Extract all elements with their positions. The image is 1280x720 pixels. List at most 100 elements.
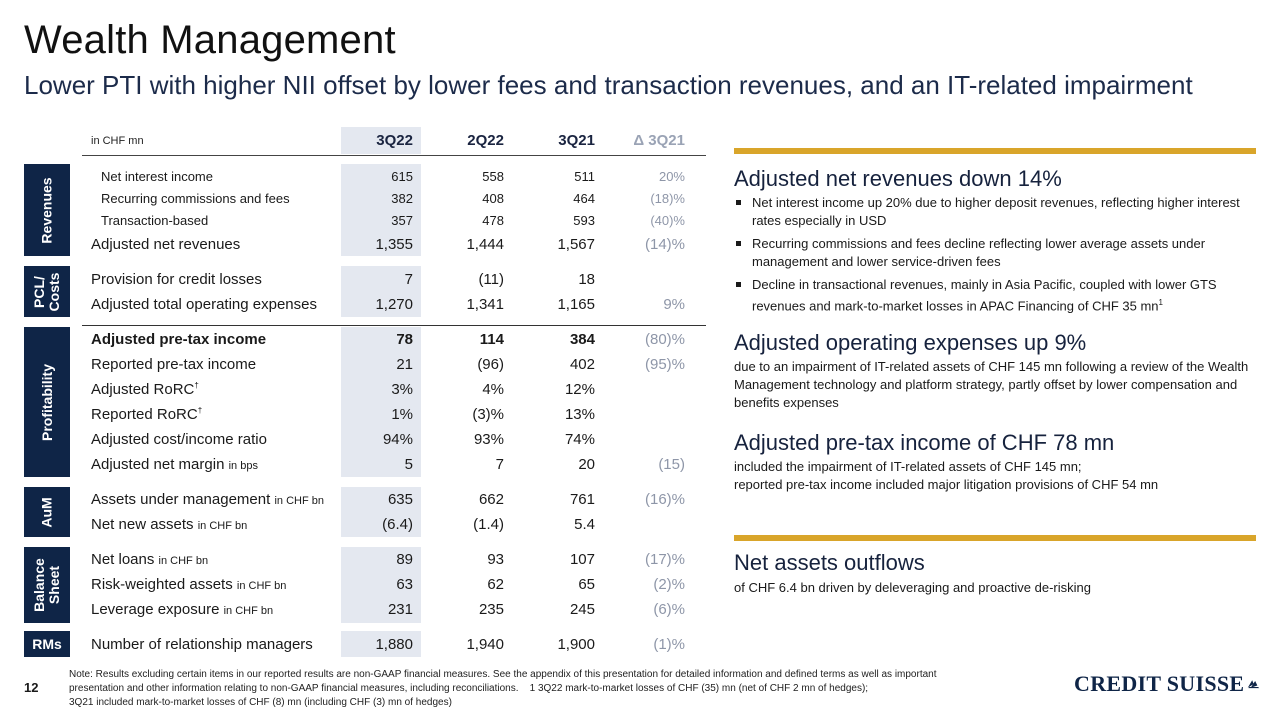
cell-2q22: 235	[478, 601, 504, 618]
cell-2q22: 93	[487, 551, 504, 568]
financial-table: in CHF mn 3Q22 2Q22 3Q21 Δ 3Q21 Revenues…	[24, 127, 706, 657]
section-label-revenues: Revenues	[24, 164, 70, 256]
table-row-provision-credit-losses: Provision for credit losses 7 (11) 18	[82, 268, 706, 290]
cell-2q22: 114	[479, 331, 504, 348]
table-row-adjusted-net-revenues: Adjusted net revenues 1,355 1,444 1,567 …	[82, 233, 706, 255]
cell-3q21: 18	[578, 271, 595, 288]
page-subtitle: Lower PTI with higher NII offset by lowe…	[24, 70, 1193, 100]
heading-pre-tax-income: Adjusted pre-tax income of CHF 78 mn	[734, 430, 1115, 455]
table-row-transaction-based: Transaction-based 357 478 593 (40)%	[82, 210, 706, 232]
cell-2q22: 62	[487, 576, 504, 593]
cell-3q21: 20	[578, 456, 595, 473]
table-row-risk-weighted-assets: Risk-weighted assets in CHF bn 63 62 65 …	[82, 573, 706, 595]
cell-3q21: 245	[569, 601, 595, 618]
cell-3q22: 7	[404, 271, 413, 288]
sails-icon	[1248, 680, 1260, 689]
cell-3q22: 78	[396, 331, 413, 348]
cell-2q22: 408	[482, 191, 504, 206]
current-quarter-highlight	[341, 547, 421, 623]
cell-2q22: 662	[478, 491, 504, 508]
cell-3q21: 5.4	[574, 516, 595, 533]
cell-3q21: 1,567	[557, 236, 595, 253]
row-label: Risk-weighted assets in CHF bn	[91, 576, 287, 593]
cell-2q22: (11)	[478, 271, 504, 288]
cell-2q22: 478	[482, 213, 504, 228]
cell-3q21: 1,900	[557, 636, 595, 653]
current-quarter-highlight	[341, 327, 421, 477]
cell-2q22: (96)	[477, 356, 504, 373]
row-label: Net loans in CHF bn	[91, 551, 209, 568]
heading-net-revenues: Adjusted net revenues down 14%	[734, 166, 1062, 191]
cell-3q22: 3%	[391, 381, 413, 398]
current-quarter-highlight	[341, 127, 421, 154]
text-net-assets-outflows: of CHF 6.4 bn driven by deleveraging and…	[734, 580, 1091, 595]
section-label-balance-sheet: Balance Sheet	[24, 547, 70, 623]
cell-2q22: 4%	[482, 381, 504, 398]
table-row-relationship-managers: Number of relationship managers 1,880 1,…	[82, 633, 706, 655]
cell-2q22: 1,444	[466, 236, 504, 253]
cell-delta: (1)%	[653, 636, 685, 653]
row-label: Leverage exposure in CHF bn	[91, 601, 274, 618]
unit-label: in CHF mn	[91, 135, 144, 147]
cell-3q21: 13%	[564, 406, 595, 423]
heading-net-assets-outflows: Net assets outflows	[734, 550, 925, 575]
cell-3q21: 1,165	[557, 296, 595, 313]
bullet-transactional: Decline in transactional revenues, mainl…	[734, 276, 1256, 315]
section-label-aum: AuM	[24, 487, 70, 537]
cell-delta: (40)%	[650, 213, 685, 228]
cell-3q22: 357	[391, 213, 413, 228]
cell-2q22: (3)%	[472, 406, 504, 423]
bullet-marker	[736, 241, 741, 246]
cell-2q22: 1,940	[466, 636, 504, 653]
cell-2q22: (1.4)	[473, 516, 504, 533]
table-row-adjusted-rorc: Adjusted RoRC† 3% 4% 12%	[82, 378, 706, 400]
row-label: Adjusted RoRC†	[91, 381, 199, 398]
cell-delta: (17)%	[644, 551, 685, 568]
table-row-reported-rorc: Reported RoRC† 1% (3)% 13%	[82, 403, 706, 425]
cell-delta: (80)%	[644, 331, 685, 348]
row-label: Reported pre-tax income	[91, 356, 257, 373]
cell-3q21: 402	[569, 356, 595, 373]
row-label: Number of relationship managers	[91, 636, 313, 653]
table-row-recurring-commissions: Recurring commissions and fees 382 408 4…	[82, 188, 706, 210]
gold-divider-bottom	[734, 535, 1256, 541]
cell-2q22: 1,341	[466, 296, 504, 313]
column-header-2q22: 2Q22	[467, 132, 504, 149]
gold-divider-top	[734, 148, 1256, 154]
cell-delta: (15)	[658, 456, 685, 473]
credit-suisse-logo: CREDIT SUISSE	[1074, 670, 1260, 698]
row-label: Provision for credit losses	[91, 271, 262, 288]
page-title: Wealth Management	[24, 18, 396, 62]
cell-3q21: 12%	[564, 381, 595, 398]
table-row-leverage-exposure: Leverage exposure in CHF bn 231 235 245 …	[82, 598, 706, 620]
section-label-pcl-costs: PCL/ Costs	[24, 266, 70, 317]
cell-3q22: 1,270	[375, 296, 413, 313]
table-row-assets-under-management: Assets under management in CHF bn 635 66…	[82, 488, 706, 510]
section-label-rms: RMs	[24, 631, 70, 657]
table-row-adjusted-net-margin: Adjusted net margin in bps 5 7 20 (15)	[82, 453, 706, 475]
table-row-adjusted-operating-expenses: Adjusted total operating expenses 1,270 …	[82, 293, 706, 315]
cell-3q21: 593	[573, 213, 595, 228]
cell-3q21: 107	[569, 551, 595, 568]
cell-delta: (18)%	[650, 191, 685, 206]
table-row-adjusted-pre-tax-income: Adjusted pre-tax income 78 114 384 (80)%	[82, 328, 706, 350]
cell-3q21: 761	[569, 491, 595, 508]
row-label: Transaction-based	[101, 213, 209, 228]
cell-3q22: 94%	[382, 431, 413, 448]
current-quarter-highlight	[341, 631, 421, 657]
bullet-recurring-fees: Recurring commissions and fees decline r…	[734, 235, 1256, 271]
bullet-marker	[736, 200, 741, 205]
cell-3q22: 1%	[391, 406, 413, 423]
row-label: Adjusted net revenues	[91, 236, 241, 253]
cell-delta: (95)%	[644, 356, 685, 373]
cell-3q22: 63	[396, 576, 413, 593]
footnote: Note: Results excluding certain items in…	[69, 669, 937, 708]
row-label: Net new assets in CHF bn	[91, 516, 248, 533]
cell-delta: 20%	[658, 169, 685, 184]
row-divider	[82, 325, 706, 326]
table-row-reported-pre-tax-income: Reported pre-tax income 21 (96) 402 (95)…	[82, 353, 706, 375]
bullet-nii: Net interest income up 20% due to higher…	[734, 194, 1256, 230]
cell-3q22: 615	[391, 169, 413, 184]
cell-3q21: 65	[578, 576, 595, 593]
cell-3q21: 464	[573, 191, 595, 206]
